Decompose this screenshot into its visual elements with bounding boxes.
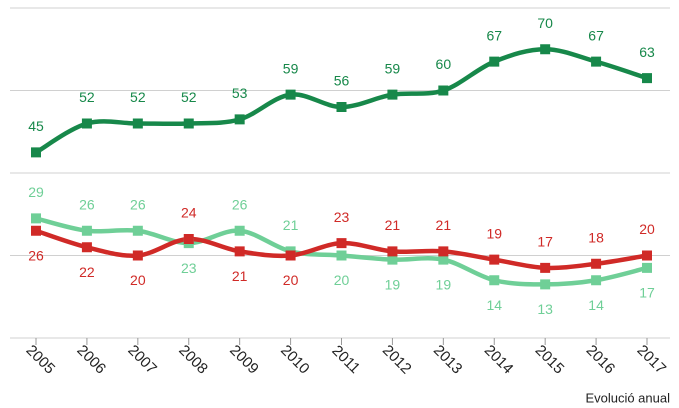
marker [81, 225, 92, 236]
data-label: 19 [436, 276, 452, 292]
data-label: 53 [232, 85, 248, 101]
marker [183, 234, 194, 244]
marker [642, 262, 652, 273]
data-label: 60 [436, 56, 452, 72]
marker [31, 213, 41, 224]
marker [81, 118, 92, 129]
marker [489, 56, 500, 67]
marker [81, 242, 92, 253]
data-label: 26 [79, 196, 95, 212]
data-label: 23 [334, 209, 350, 225]
data-label: 67 [588, 27, 604, 43]
data-label: 59 [385, 60, 401, 76]
data-label: 59 [283, 60, 299, 76]
data-label: 24 [181, 205, 197, 221]
series-line [34, 46, 648, 155]
marker [336, 250, 347, 261]
marker [438, 254, 449, 265]
x-tick-label: 2007 [124, 342, 160, 378]
data-label: 56 [334, 73, 350, 89]
marker [234, 225, 245, 236]
marker [540, 279, 551, 290]
x-tick-label: 2016 [583, 342, 619, 378]
marker [336, 238, 347, 249]
marker [234, 114, 245, 125]
data-label: 20 [130, 272, 146, 288]
data-label: 70 [537, 15, 553, 31]
data-label: 21 [385, 217, 401, 233]
x-tick-label: 2013 [430, 342, 466, 378]
data-label: 67 [486, 27, 502, 43]
marker [31, 147, 41, 158]
data-label: 14 [486, 297, 502, 313]
marker [132, 225, 143, 236]
x-tick-label: 2010 [277, 342, 313, 378]
marker [540, 44, 551, 55]
data-label: 20 [334, 272, 350, 288]
data-label: 23 [181, 260, 197, 276]
marker [438, 85, 449, 96]
x-tick-label: 2005 [23, 342, 59, 378]
marker [285, 89, 296, 100]
x-tick-label: 2006 [73, 342, 109, 378]
marker [31, 225, 41, 236]
marker [387, 246, 398, 257]
data-label: 26 [232, 196, 248, 212]
marker [234, 246, 245, 257]
x-tick-label: 2012 [379, 342, 415, 378]
data-label: 29 [28, 184, 44, 200]
data-label: 22 [79, 264, 95, 280]
marker [540, 262, 551, 273]
marker [387, 254, 398, 265]
data-label: 19 [486, 225, 502, 241]
marker [642, 250, 652, 261]
data-label: 52 [79, 89, 95, 105]
data-label: 26 [130, 196, 146, 212]
data-label: 21 [436, 217, 452, 233]
data-label: 17 [639, 285, 655, 301]
marker [591, 275, 602, 286]
marker [489, 275, 500, 286]
data-label: 63 [639, 44, 655, 60]
data-label: 14 [588, 297, 604, 313]
data-label: 20 [283, 272, 299, 288]
data-label: 21 [232, 268, 248, 284]
data-label: 52 [130, 89, 146, 105]
marker [132, 118, 143, 129]
data-label: 20 [639, 221, 655, 237]
x-tick-label: 2009 [226, 342, 262, 378]
series-line [35, 228, 648, 271]
data-label: 17 [537, 234, 553, 250]
x-tick-label: 2014 [481, 342, 517, 378]
marker [336, 102, 347, 112]
data-label: 13 [537, 301, 553, 317]
data-label: 45 [28, 118, 44, 134]
marker [489, 254, 500, 265]
data-label: 19 [385, 276, 401, 292]
marker [387, 89, 398, 100]
data-label: 21 [283, 217, 299, 233]
marker [438, 246, 449, 257]
x-tick-label: 2015 [532, 342, 568, 378]
x-axis-label: Evolució anual [585, 390, 670, 405]
marker [285, 250, 296, 261]
x-tick-label: 2008 [175, 342, 211, 378]
marker [183, 118, 194, 129]
data-label: 18 [588, 229, 604, 245]
marker [591, 56, 602, 67]
data-label: 26 [28, 247, 44, 263]
marker [642, 73, 652, 84]
x-tick-label: 2011 [328, 342, 363, 377]
marker [591, 258, 602, 269]
data-label: 52 [181, 89, 197, 105]
x-tick-label: 2017 [634, 342, 670, 378]
marker [132, 250, 143, 261]
